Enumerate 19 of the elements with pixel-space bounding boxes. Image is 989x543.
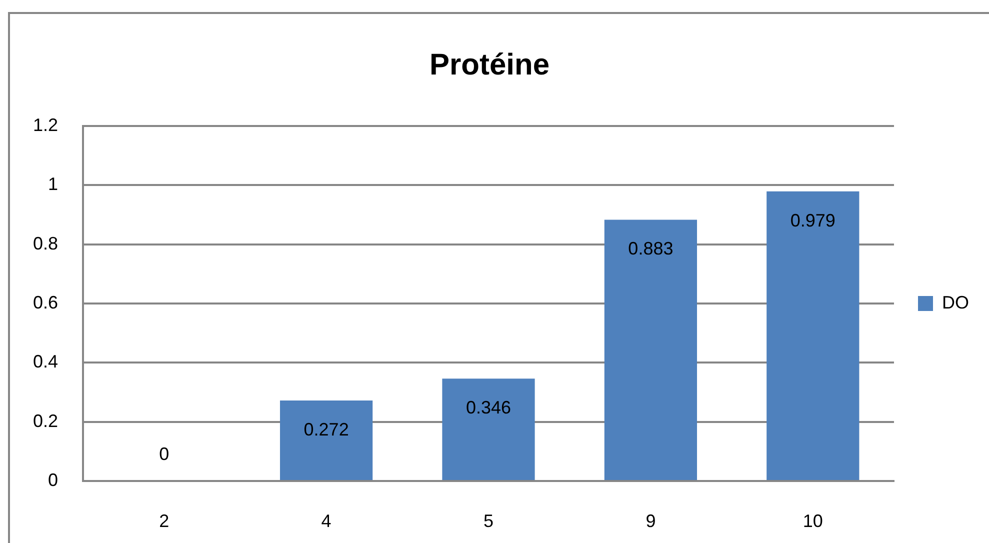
x-tick-label: 2	[159, 510, 170, 531]
x-tick-label: 5	[483, 510, 494, 531]
y-tick-label: 0	[48, 470, 58, 490]
data-label: 0	[159, 444, 170, 464]
y-tick-label: 0.6	[32, 292, 58, 312]
x-tick-label: 4	[321, 510, 332, 531]
y-tick-label: 0.2	[32, 410, 58, 431]
x-tick-label: 10	[802, 510, 823, 531]
y-tick-label: 1	[48, 174, 58, 194]
y-tick-label: 0.8	[32, 233, 58, 254]
data-label: 0.883	[628, 238, 674, 259]
data-label: 0.979	[790, 210, 836, 230]
y-tick-label: 1.2	[32, 114, 58, 135]
chart-title: Protéine	[429, 48, 550, 82]
data-label: 0.346	[466, 398, 512, 418]
data-label: 0.272	[304, 420, 349, 440]
x-tick-label: 9	[646, 510, 656, 531]
legend-label: DO	[942, 292, 969, 312]
y-tick-label: 0.4	[32, 352, 58, 372]
